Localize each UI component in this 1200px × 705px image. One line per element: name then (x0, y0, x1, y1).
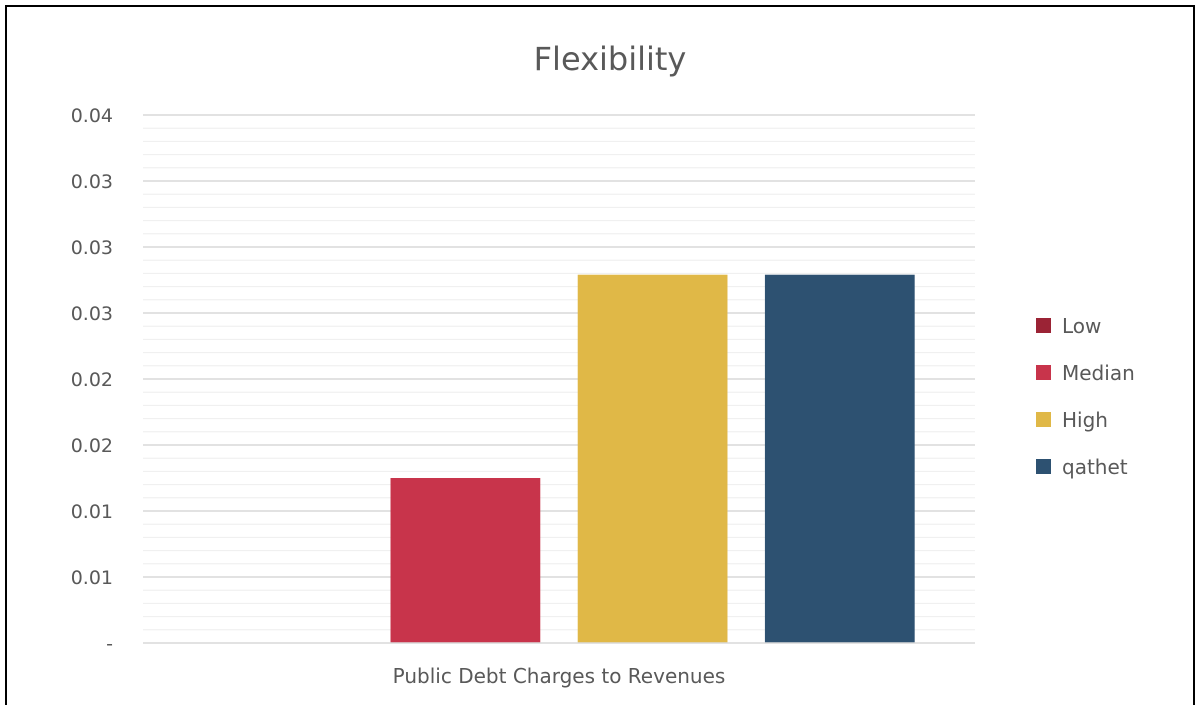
legend-label-high: High (1062, 408, 1108, 432)
legend: Low Median High qathet (1036, 314, 1135, 479)
bar-high (577, 274, 728, 643)
y-tick-label: 0.01 (71, 567, 113, 589)
legend-swatch-qathet (1036, 459, 1051, 474)
y-tick-label: - (106, 633, 113, 655)
y-tick-label: 0.02 (71, 435, 113, 457)
x-axis-categories: Public Debt Charges to Revenues (393, 664, 726, 688)
bars (390, 274, 915, 643)
legend-swatch-median (1036, 365, 1051, 380)
y-axis-ticks: - 0.01 0.01 0.02 0.02 0.03 0.03 0.03 0.04 (71, 105, 113, 655)
y-tick-label: 0.03 (71, 237, 113, 259)
legend-label-qathet: qathet (1062, 455, 1128, 479)
chart-title: Flexibility (534, 40, 687, 78)
bar-qathet (764, 274, 915, 643)
bar-median (390, 478, 541, 643)
legend-swatch-high (1036, 412, 1051, 427)
x-category-label: Public Debt Charges to Revenues (393, 664, 726, 688)
y-tick-label: 0.01 (71, 501, 113, 523)
y-tick-label: 0.03 (71, 303, 113, 325)
y-tick-label: 0.04 (71, 105, 113, 127)
legend-label-low: Low (1062, 314, 1101, 338)
legend-swatch-low (1036, 318, 1051, 333)
y-tick-label: 0.03 (71, 171, 113, 193)
y-tick-label: 0.02 (71, 369, 113, 391)
legend-label-median: Median (1062, 361, 1135, 385)
